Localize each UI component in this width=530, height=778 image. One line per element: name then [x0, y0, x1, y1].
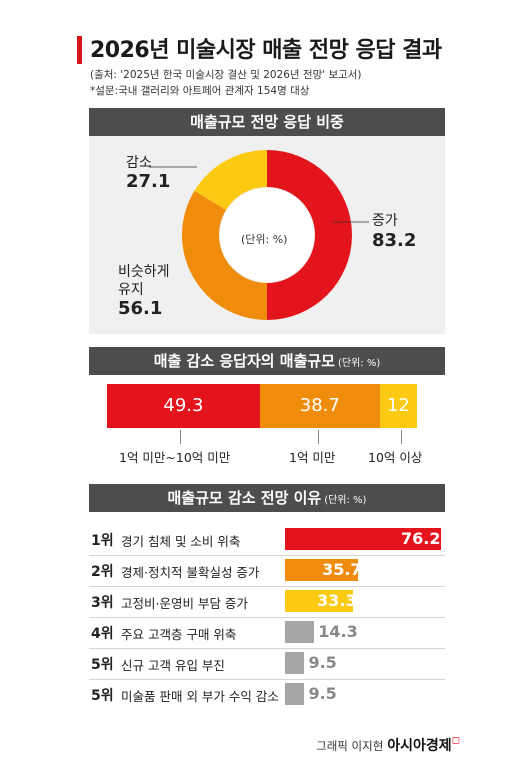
donut-title: 매출규모 전망 응답 비중: [190, 113, 344, 131]
reason-bar: [285, 621, 315, 643]
stack-section-header: 매출 감소 응답자의 매출규모 (단위: %): [89, 347, 445, 375]
stack-tick-3: [401, 430, 402, 444]
donut-section-header: 매출규모 전망 응답 비중: [89, 108, 445, 136]
reason-value: 14.3: [318, 622, 358, 641]
reasons-unit: (단위: %): [324, 495, 367, 506]
stack-segment-2: 38.7: [259, 384, 380, 428]
credit-author: 그래픽 이지현: [316, 739, 384, 753]
reason-label: 경기 침체 및 소비 위축: [121, 534, 241, 549]
stack-tick-1: [180, 430, 181, 444]
stack-label-2: 1억 미만: [289, 450, 336, 465]
reason-value: 9.5: [308, 684, 337, 703]
donut-slice-decrease: [194, 150, 267, 211]
donut-slice-increase: [267, 150, 352, 320]
reason-rank: 2위: [91, 564, 114, 580]
row-divider: [89, 679, 445, 680]
reason-bar: [285, 528, 441, 550]
row-divider: [89, 617, 445, 618]
slice-label-increase: 증가: [372, 213, 398, 229]
page-title: 2026년 미술시장 매출 전망 응답 결과: [90, 38, 442, 63]
survey-note: *설문:국내 갤러리와 아트페어 관계자 154명 대상: [90, 85, 310, 97]
reason-bar: [285, 590, 354, 612]
reason-label: 신규 고객 유입 부진: [121, 658, 225, 673]
reasons-title: 매출규모 감소 전망 이유: [167, 489, 322, 507]
reason-label: 미술품 판매 외 부가 수익 감소: [121, 689, 279, 704]
slice-label-maintain: 비슷하게 유지: [118, 264, 170, 298]
reason-value: 76.2: [401, 529, 441, 548]
reason-bar: [285, 683, 305, 705]
donut-slice-maintain: [182, 190, 267, 320]
source-note: (출처: '2025년 한국 미술시장 결산 및 2026년 전망' 보고서): [90, 69, 362, 81]
brand-logo-text: 아시아경제: [387, 738, 452, 754]
donut-chart: [149, 150, 369, 320]
reason-label: 경제·정치적 불확실성 증가: [121, 565, 260, 580]
stack-tick-2: [318, 430, 319, 444]
stack-segment-3: 12: [379, 384, 417, 428]
brand-mark-icon: ◻: [451, 735, 460, 746]
reason-rank: 5위: [91, 688, 114, 704]
stack-title: 매출 감소 응답자의 매출규모: [153, 352, 335, 370]
stack-label-3: 10억 이상: [368, 450, 423, 465]
reasons-section-header: 매출규모 감소 전망 이유 (단위: %): [89, 484, 445, 512]
reason-label: 고정비·운영비 부담 증가: [121, 596, 248, 611]
reason-rank: 4위: [91, 626, 114, 642]
donut-hole: [220, 188, 314, 282]
row-divider: [89, 648, 445, 649]
title-accent-bar: [77, 36, 82, 64]
slice-value-maintain: 56.1: [118, 298, 163, 319]
credit-line: 그래픽 이지현 아시아경제◻: [316, 735, 460, 755]
row-divider: [89, 586, 445, 587]
reason-value: 33.3: [317, 591, 357, 610]
slice-value-increase: 83.2: [372, 230, 417, 251]
reason-bar: [285, 652, 305, 674]
stack-label-1: 1억 미만~10억 미만: [119, 450, 231, 465]
row-divider: [89, 555, 445, 556]
reason-bar: [285, 559, 359, 581]
slice-value-decrease: 27.1: [126, 171, 171, 192]
reason-rank: 1위: [91, 533, 114, 549]
stack-segment-1: 49.3: [107, 384, 260, 428]
reason-rank: 5위: [91, 657, 114, 673]
reason-value: 9.5: [308, 653, 337, 672]
reason-rank: 3위: [91, 595, 114, 611]
stack-unit: (단위: %): [338, 358, 381, 369]
donut-unit-label: (단위: %): [241, 233, 288, 246]
reason-label: 주요 고객층 구매 위축: [121, 627, 237, 642]
slice-label-decrease: 감소: [126, 155, 152, 171]
reason-value: 35.7: [322, 560, 362, 579]
